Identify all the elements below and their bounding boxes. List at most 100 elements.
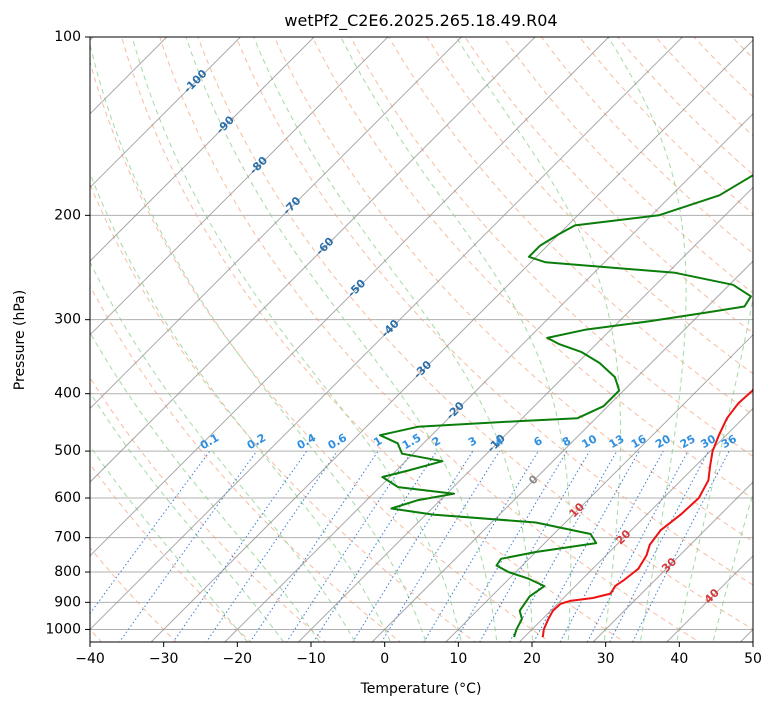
moist-adiabat-line: [676, 296, 753, 642]
isotherm-line: [297, 186, 753, 642]
mixing-ratio-label: 13: [607, 432, 627, 451]
dewpoint-line: [379, 174, 753, 638]
y-tick-label: 300: [54, 312, 81, 328]
y-tick-label: 1000: [45, 621, 81, 637]
mixing-ratio-line: [454, 450, 568, 642]
mixing-ratio-line: [172, 450, 308, 642]
isotherm-line: [90, 37, 242, 189]
moist-adiabat-line: [90, 445, 249, 642]
mixing-ratio-label: 0.2: [245, 431, 268, 452]
mixing-ratio-label: 6: [532, 434, 545, 449]
moist-adiabat-line: [90, 172, 392, 642]
dry-adiabat-line: [731, 37, 753, 59]
dry-adiabat-line: [693, 37, 753, 98]
mixing-ratio-line: [381, 450, 500, 642]
dry-adiabat-line: [121, 37, 626, 642]
mixing-ratio-label: 0.4: [295, 431, 319, 452]
moist-adiabat-line: [340, 37, 572, 642]
dry-adiabat-line: [90, 60, 551, 642]
dry-adiabat-line: [90, 463, 252, 642]
moist-adiabat-line: [90, 260, 356, 642]
mixing-ratio-label: 1.5: [400, 431, 423, 452]
dry-adiabat-line: [350, 37, 753, 458]
x-tick-label: −40: [75, 651, 105, 667]
mixing-ratio-line: [479, 450, 591, 642]
y-tick-label: 400: [54, 386, 81, 402]
plot-frame: [89, 36, 754, 643]
y-tick-label: 500: [54, 443, 81, 459]
y-tick-label: 800: [54, 564, 81, 580]
dry-adiabat-line: [578, 37, 753, 215]
iso-label-layer: -100-90-80-70-60-50-40-30-20-10010203040…: [181, 67, 739, 606]
isotherm-line: [90, 37, 610, 557]
x-tick-label: 0: [380, 651, 389, 667]
mixing-ratio-line: [609, 450, 709, 642]
isotherm-line: [224, 113, 753, 642]
dry-adiabat-line: [197, 37, 753, 630]
mixing-ratio-label: 30: [698, 432, 718, 451]
isotherm-line: [739, 628, 753, 642]
dry-adiabat-line: [426, 37, 753, 375]
grid-layer: [90, 24, 775, 649]
moist-adiabat-line: [90, 42, 427, 642]
dry-adiabat-line: [311, 37, 753, 500]
y-tick-label: 200: [54, 207, 81, 223]
x-tick-label: 50: [744, 651, 762, 667]
y-axis-label: Pressure (hPa): [12, 290, 28, 390]
chart-title: wetPf2_C2E6.2025.265.18.49.R04: [284, 11, 557, 31]
dry-adiabat-line: [502, 37, 753, 294]
mixing-ratio-label: 3: [466, 434, 479, 449]
series-layer: [379, 174, 753, 638]
dry-adiabat-line: [90, 183, 476, 642]
dry-adiabat-line: [655, 37, 753, 137]
x-axis-label: Temperature (°C): [360, 681, 482, 697]
mixing-ratio-line: [423, 450, 539, 642]
moist-adiabat-line: [607, 37, 687, 642]
isotherm-line: [150, 39, 753, 642]
x-tick-label: −30: [149, 651, 179, 667]
temperature-line: [541, 387, 753, 638]
isotherm-line: [90, 37, 389, 336]
mixing-ratio-line: [586, 450, 689, 642]
moist-adiabat-line: [131, 37, 462, 642]
mixing-ratio-line: [352, 450, 474, 642]
mixing-ratio-label: 0.6: [326, 431, 350, 452]
mixing-ratio-line: [312, 450, 438, 642]
isotherm-line: [90, 37, 463, 410]
mixing-ratio-line: [286, 450, 413, 642]
isotherm-line: [518, 407, 753, 642]
mixing-ratio-label: 10: [579, 432, 599, 451]
x-tick-label: 20: [523, 651, 541, 667]
dry-adiabat-line: [90, 284, 402, 642]
isotherm-line: [592, 481, 753, 642]
isotherm-line: [90, 37, 684, 631]
mixing-ratio-line: [249, 450, 379, 642]
y-tick-label: 100: [54, 29, 81, 45]
mixing-ratio-line: [205, 450, 338, 642]
y-tick-label: 900: [54, 594, 81, 610]
dry-adiabat-line: [388, 37, 753, 416]
dry-adiabat-line: [757, 24, 775, 649]
isotherm-line: [666, 555, 753, 642]
moist-adiabat-line: [90, 391, 285, 642]
dry-adiabat-line: [90, 376, 327, 642]
x-tick-label: 30: [597, 651, 615, 667]
mixing-ratio-label: 0.1: [198, 431, 221, 452]
moist-adiabat-line: [253, 37, 533, 642]
x-tick-label: −10: [296, 651, 326, 667]
y-tick-label: 700: [54, 530, 81, 546]
isotherm-line: [90, 37, 536, 483]
moist-adiabat-line: [185, 37, 498, 642]
x-tick-label: −20: [223, 651, 253, 667]
moist-adiabat-line: [712, 491, 753, 642]
mixing-ratio-label: 16: [629, 432, 649, 451]
mixing-ratio-label: 2: [430, 434, 443, 449]
dry-adiabat-line: [273, 37, 753, 543]
isotherm-line: [90, 37, 315, 262]
dry-adiabat-line: [159, 37, 701, 642]
moist-adiabat-line: [455, 37, 622, 642]
mixing-ratio-label: 8: [560, 434, 573, 449]
dry-adiabat-line: [464, 37, 753, 334]
isotherm-line: [371, 260, 753, 642]
